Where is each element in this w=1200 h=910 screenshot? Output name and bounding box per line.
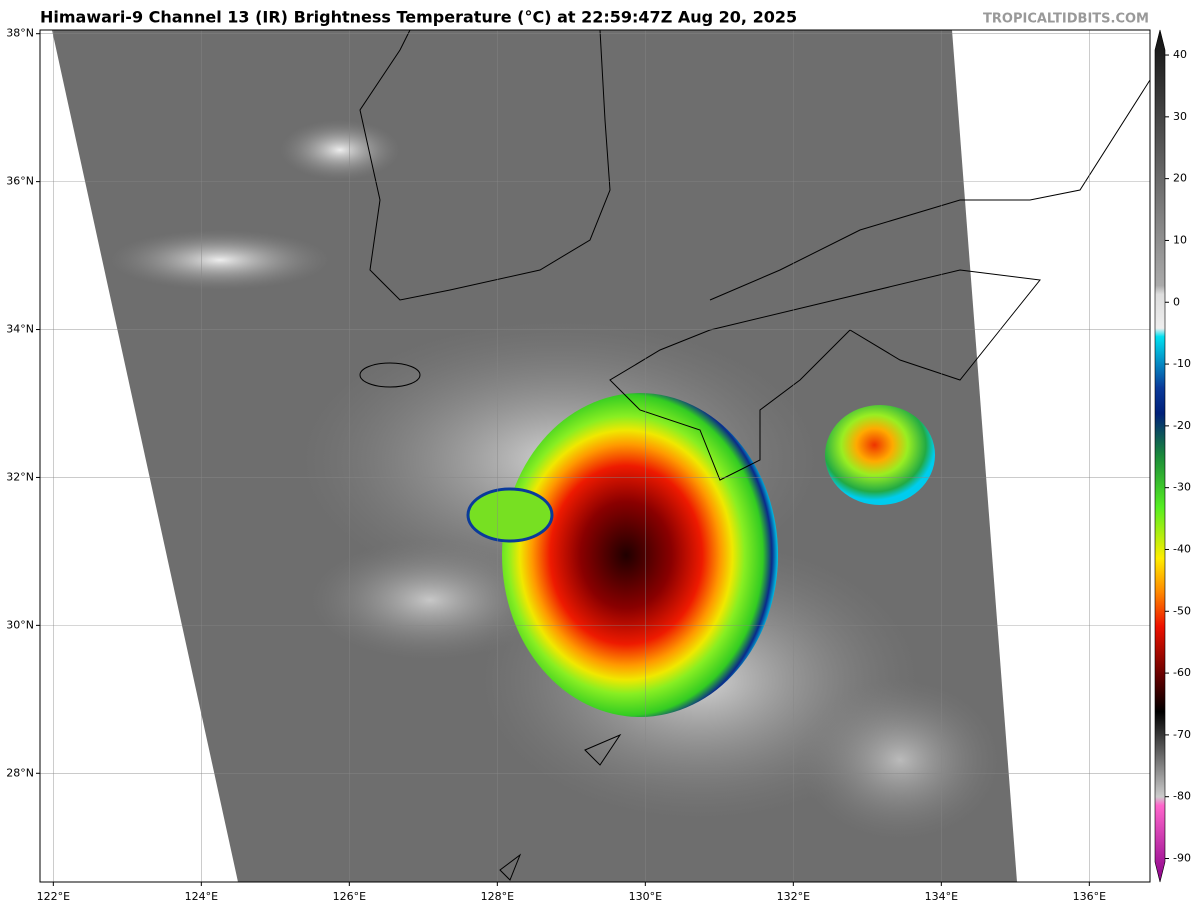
- colorbar-tick-label: 30: [1173, 110, 1187, 123]
- coastline: [359, 362, 421, 388]
- colorbar-ticks: 40 30 20 10 0 -10 -20 -30 -40 -50 -60 -70 -80 -90: [1165, 48, 1191, 865]
- lat-tick-label: 30°N: [6, 618, 34, 631]
- colorbar-tick-label: -20: [1173, 419, 1191, 432]
- coastline: [609, 79, 1150, 481]
- lon-tick-label: 132°E: [777, 890, 810, 903]
- lon-tick-label: 134°E: [925, 890, 958, 903]
- title: Himawari-9 Channel 13 (IR) Brightness Te…: [40, 8, 797, 27]
- colorbar: [1154, 29, 1166, 883]
- colorbar-tick-label: -60: [1173, 666, 1191, 679]
- storm-secondary: [825, 405, 935, 505]
- lon-tick-label: 128°E: [481, 890, 514, 903]
- colorbar-tick-label: -90: [1173, 852, 1191, 865]
- lat-tick-label: 34°N: [6, 323, 34, 336]
- map-frame: [39, 29, 1151, 883]
- coastline: [359, 30, 611, 301]
- lat-tick-label: 38°N: [6, 27, 34, 40]
- storm-band: [466, 487, 554, 543]
- lat-tick-label: 36°N: [6, 175, 34, 188]
- colorbar-tick-label: -40: [1173, 542, 1191, 555]
- colorbar-tick-label: 40: [1173, 48, 1187, 61]
- watermark: TROPICALTIDBITS.COM: [983, 12, 1149, 27]
- lon-tick-label: 136°E: [1073, 890, 1106, 903]
- cloud: [800, 680, 1000, 840]
- colorbar-tick-label: -30: [1173, 481, 1191, 494]
- colorbar-tick-label: 20: [1173, 172, 1187, 185]
- cloud: [280, 120, 400, 180]
- colorbar-tick-label: -80: [1173, 790, 1191, 803]
- cloud: [310, 540, 550, 660]
- lat-tick-label: 28°N: [6, 766, 34, 779]
- colorbar-tick-label: -10: [1173, 357, 1191, 370]
- colorbar-tick-label: 10: [1173, 233, 1187, 246]
- storm-core: [502, 393, 778, 717]
- lon-tick-label: 122°E: [37, 890, 70, 903]
- graticule: 122°E 124°E 126°E 128°E 130°E 132°E 134°E 136°E…: [6, 27, 1150, 903]
- lon-tick-label: 126°E: [333, 890, 366, 903]
- lon-tick-label: 130°E: [629, 890, 662, 903]
- map-imagery: [52, 30, 1150, 882]
- cloud: [110, 230, 330, 290]
- colorbar-tick-label: 0: [1173, 295, 1180, 308]
- colorbar-tick-label: -70: [1173, 728, 1191, 741]
- colorbar-tick-label: -50: [1173, 604, 1191, 617]
- lat-tick-label: 32°N: [6, 470, 34, 483]
- coastline: [499, 733, 622, 881]
- lon-tick-label: 124°E: [185, 890, 218, 903]
